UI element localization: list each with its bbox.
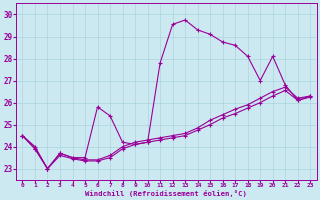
X-axis label: Windchill (Refroidissement éolien,°C): Windchill (Refroidissement éolien,°C) (85, 190, 247, 197)
